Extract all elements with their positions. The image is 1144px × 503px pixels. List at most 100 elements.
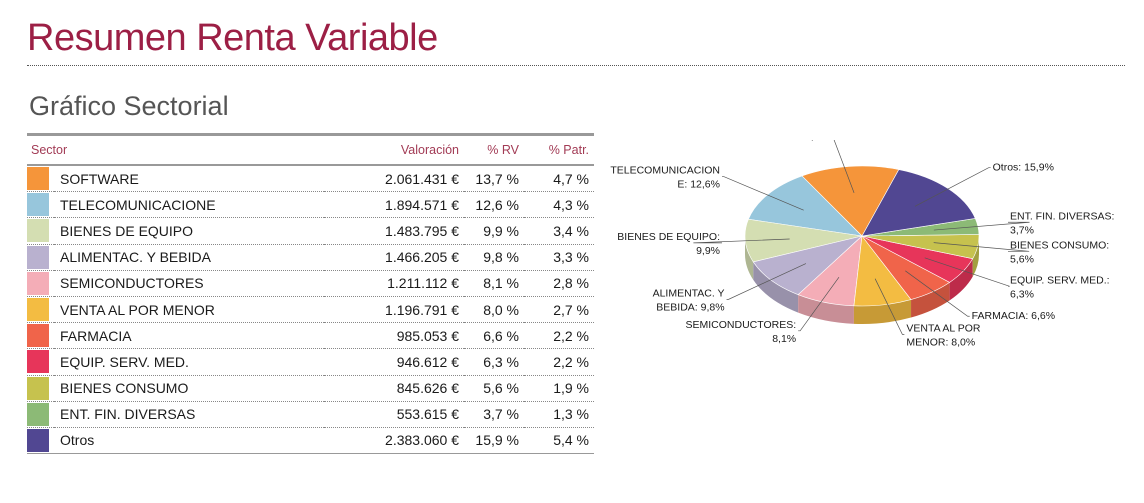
pie-label: FARMACIA: 6,6% xyxy=(972,310,1055,322)
pie-side xyxy=(798,294,854,324)
pie-slice xyxy=(747,175,863,237)
pie-leader-line xyxy=(874,278,905,335)
valoracion-cell: 845.626 € xyxy=(324,375,465,402)
color-swatch xyxy=(27,271,49,295)
color-swatch xyxy=(27,402,49,426)
table-row: Otros 2.383.060 € 15,9 % 5,4 % xyxy=(27,427,595,455)
patr-cell: 1,9 % xyxy=(524,375,595,402)
sector-name: ENT. FIN. DIVERSAS xyxy=(54,401,325,428)
table-row: ALIMENTAC. Y BEBIDA 1.466.205 € 9,8 % 3,… xyxy=(27,244,595,271)
rv-cell: 15,9 % xyxy=(464,427,525,455)
table-row: SEMICONDUCTORES 1.211.112 € 8,1 % 2,8 % xyxy=(27,270,595,297)
rv-cell: 3,7 % xyxy=(464,401,525,428)
pie-side xyxy=(745,236,754,280)
pie-leader-line xyxy=(905,270,970,317)
valoracion-cell: 553.615 € xyxy=(324,401,465,428)
valoracion-cell: 2.061.431 € xyxy=(324,165,465,193)
patr-cell: 2,2 % xyxy=(524,348,595,376)
sector-name: TELECOMUNICACIONE xyxy=(54,191,325,219)
pie-side xyxy=(753,261,799,313)
pie-slice xyxy=(801,165,900,237)
pie-side xyxy=(949,258,973,301)
pie-label: SEMICONDUCTORES: 8,1% xyxy=(685,319,796,345)
color-swatch xyxy=(27,219,49,243)
rv-cell: 12,6 % xyxy=(464,191,525,219)
pie-leader-line xyxy=(933,242,1030,252)
color-swatch xyxy=(27,428,49,452)
header-valoracion: Valoración xyxy=(324,133,465,166)
table-row: FARMACIA 985.053 € 6,6 % 2,2 % xyxy=(27,322,595,350)
patr-cell: 1,3 % xyxy=(524,401,595,428)
pie-labels: SOFTWARE: 13,7% TELECOMUNICACIONE: 12,6% B… xyxy=(610,140,1114,348)
sector-name: SOFTWARE xyxy=(54,165,325,193)
sector-pie-chart: SOFTWARE: 13,7% TELECOMUNICACIONE: 12,6% B… xyxy=(610,140,1114,348)
header-sector: Sector xyxy=(27,133,325,166)
patr-cell: 2,2 % xyxy=(524,322,595,350)
color-swatch xyxy=(27,376,49,400)
sector-name: SEMICONDUCTORES xyxy=(54,270,325,297)
color-swatch xyxy=(27,350,49,374)
title-divider xyxy=(27,65,1125,66)
valoracion-cell: 1.466.205 € xyxy=(324,244,465,271)
rv-cell: 8,1 % xyxy=(464,270,525,297)
pie-leader-line xyxy=(914,167,991,207)
valoracion-cell: 1.196.791 € xyxy=(324,296,465,324)
pie-label: VENTA AL POR MENOR: 8,0% xyxy=(906,322,981,348)
pie-label: ALIMENTAC. Y BEBIDA: 9,8% xyxy=(653,287,725,313)
color-swatch xyxy=(27,324,49,348)
sector-table: Sector Valoración % RV % Patr. SOFTWARE … xyxy=(27,133,595,455)
table-row: VENTA AL POR MENOR 1.196.791 € 8,0 % 2,7… xyxy=(27,296,595,324)
sector-name: BIENES CONSUMO xyxy=(54,375,325,402)
valoracion-cell: 1.211.112 € xyxy=(324,270,465,297)
pie-sides xyxy=(745,236,979,324)
rv-cell: 9,8 % xyxy=(464,244,525,271)
patr-cell: 2,7 % xyxy=(524,296,595,324)
valoracion-cell: 1.894.571 € xyxy=(324,191,465,219)
sector-name: EQUIP. SERV. MED. xyxy=(54,348,325,376)
pie-label: TELECOMUNICACION E: 12,6% xyxy=(610,165,720,191)
patr-cell: 4,7 % xyxy=(524,165,595,193)
patr-cell: 3,4 % xyxy=(524,217,595,245)
rv-cell: 9,9 % xyxy=(464,217,525,245)
color-swatch xyxy=(27,167,49,191)
table-row: ENT. FIN. DIVERSAS 553.615 € 3,7 % 1,3 % xyxy=(27,401,595,428)
sector-name: VENTA AL POR MENOR xyxy=(54,296,325,324)
pie-side xyxy=(911,282,950,318)
pie-leader-line xyxy=(722,176,804,211)
pie-label: ENT. FIN. DIVERSAS: 3,7% xyxy=(1010,210,1114,236)
pie-leader-line xyxy=(933,221,1030,231)
patr-cell: 5,4 % xyxy=(524,427,595,455)
pie-leader-line xyxy=(798,276,840,332)
pie-side xyxy=(972,236,979,277)
valoracion-cell: 946.612 € xyxy=(324,348,465,376)
sector-name: FARMACIA xyxy=(54,322,325,350)
valoracion-cell: 985.053 € xyxy=(324,322,465,350)
pie-label: BIENES CONSUMO: 5,6% xyxy=(1010,239,1109,265)
rv-cell: 5,6 % xyxy=(464,375,525,402)
table-row: EQUIP. SERV. MED. 946.612 € 6,3 % 2,2 % xyxy=(27,348,595,376)
valoracion-cell: 2.383.060 € xyxy=(324,427,465,455)
table-row: BIENES CONSUMO 845.626 € 5,6 % 1,9 % xyxy=(27,375,595,402)
patr-cell: 4,3 % xyxy=(524,191,595,219)
color-swatch xyxy=(27,245,49,269)
pie-leader-line xyxy=(924,257,1010,287)
pie-label: SOFTWARE: 13,7% xyxy=(734,140,829,143)
table-header-row: Sector Valoración % RV % Patr. xyxy=(27,133,595,166)
rv-cell: 6,6 % xyxy=(464,322,525,350)
pie-label: BIENES DE EQUIPO: 9,9% xyxy=(617,231,720,257)
pie-label: EQUIP. SERV. MED.: 6,3% xyxy=(1010,274,1110,300)
patr-cell: 3,3 % xyxy=(524,244,595,271)
header-rv: % RV xyxy=(464,133,525,166)
page-title: Resumen Renta Variable xyxy=(27,17,438,59)
pie-side xyxy=(853,299,912,324)
pie-slice xyxy=(861,169,976,237)
valoracion-cell: 1.483.795 € xyxy=(324,217,465,245)
header-patr: % Patr. xyxy=(524,133,595,166)
rv-cell: 8,0 % xyxy=(464,296,525,324)
sector-name: ALIMENTAC. Y BEBIDA xyxy=(54,244,325,271)
rv-cell: 6,3 % xyxy=(464,348,525,376)
sector-name: BIENES DE EQUIPO xyxy=(54,217,325,245)
pie-leader-line xyxy=(726,263,807,300)
table-row: BIENES DE EQUIPO 1.483.795 € 9,9 % 3,4 % xyxy=(27,217,595,245)
rv-cell: 13,7 % xyxy=(464,165,525,193)
